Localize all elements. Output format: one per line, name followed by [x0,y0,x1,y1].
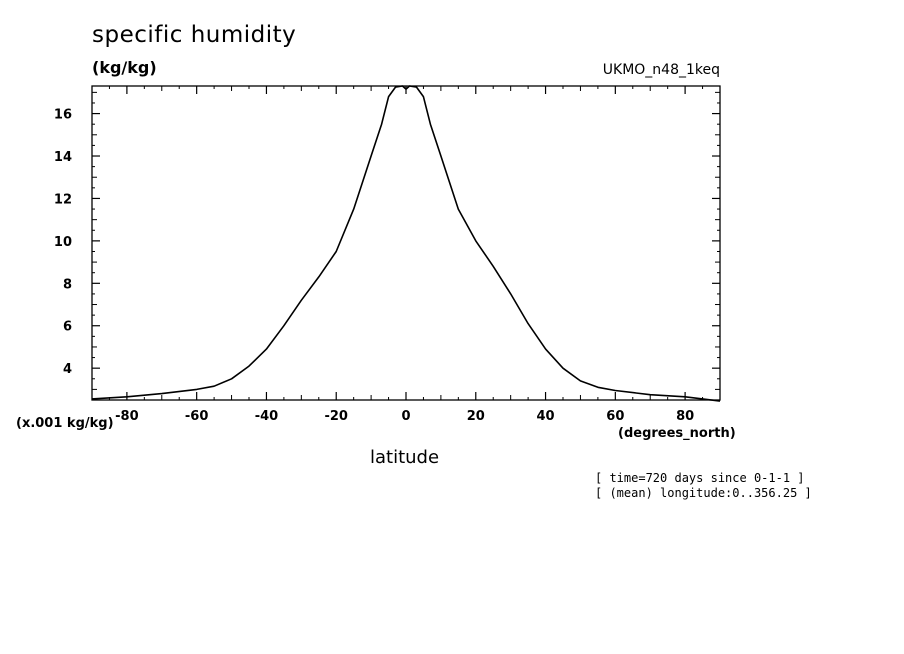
x-tick-label: 20 [467,409,485,424]
time-note: [ time=720 days since 0-1-1 ] [595,471,805,485]
y-units-label: (kg/kg) [92,58,157,77]
plot-frame [91,85,721,401]
x-axis-label: latitude [370,447,440,468]
humidity-line [91,85,721,402]
y-tick-label: 12 [54,192,72,207]
y-tick-label: 8 [63,277,72,292]
x-tick-label: 80 [676,409,694,424]
y-tick-label: 10 [54,235,72,250]
x-tick-label: 40 [537,409,555,424]
x-tick-label: -40 [255,409,279,424]
y-scale-label: (x.001 kg/kg) [16,416,114,431]
x-tick-label: -20 [324,409,348,424]
y-tick-label: 14 [54,150,72,165]
x-tick-label: -60 [185,409,209,424]
y-tick-label: 4 [63,362,72,377]
longitude-note: [ (mean) longitude:0..356.25 ] [595,486,812,500]
x-tick-label: 60 [606,409,624,424]
dataset-label: UKMO_n48_1keq [602,62,720,78]
y-tick-label: 16 [54,108,72,123]
chart-title: specific humidity [92,22,297,48]
y-tick-label: 6 [63,320,72,335]
x-tick-label: 0 [401,409,410,424]
x-units-label: (degrees_north) [618,426,736,441]
x-tick-label: -80 [115,409,139,424]
